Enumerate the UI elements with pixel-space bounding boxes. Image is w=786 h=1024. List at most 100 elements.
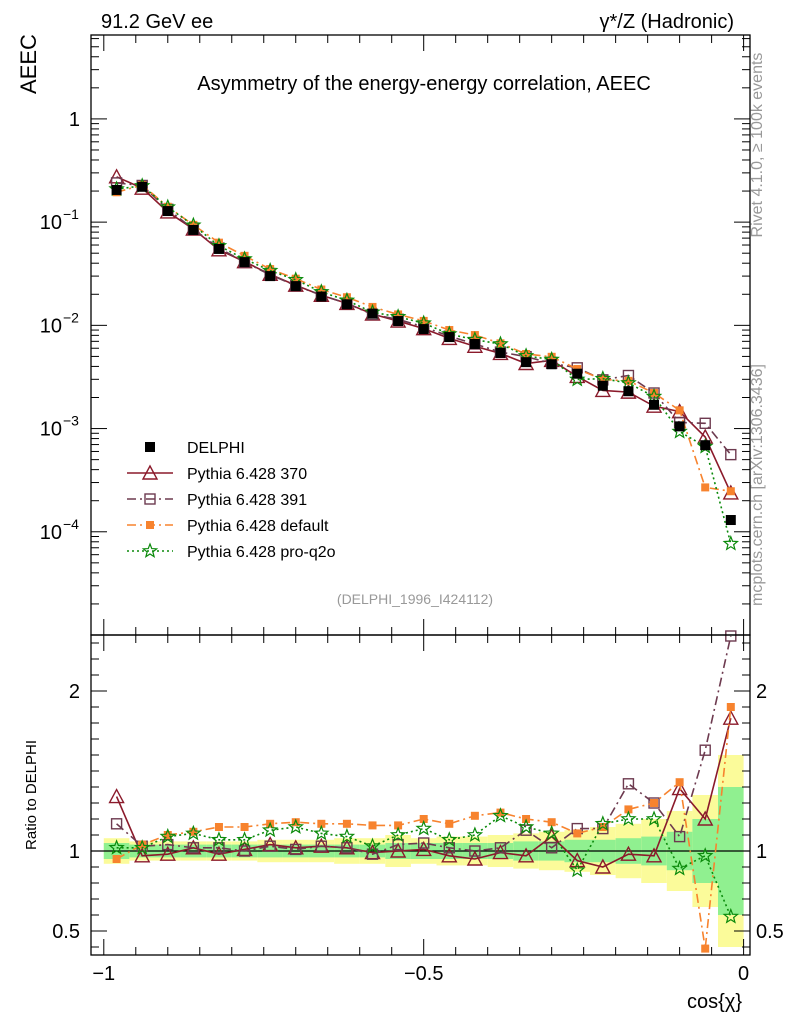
ratio-series-point: [545, 842, 558, 854]
ratio-series-point: [650, 799, 659, 807]
ratio-series-point: [389, 826, 407, 843]
main-series-point: [291, 274, 300, 283]
ratio-series-point: [159, 827, 177, 844]
x-axis-label: cos{χ}: [687, 991, 742, 1013]
ratio-series-point: [338, 827, 356, 844]
delphi-data-point: [725, 515, 736, 526]
main-series-line: [116, 185, 732, 544]
ratio-series-point: [620, 810, 637, 827]
ratio-series-point: [317, 819, 326, 828]
ratio-series-point: [210, 831, 228, 847]
main-series-point: [522, 349, 531, 358]
legend-entry-label: Pythia 6.428 pro-q2o: [187, 544, 336, 561]
ratio-series-point: [569, 861, 586, 878]
main-series-point: [496, 339, 505, 348]
legend-entry-label: Pythia 6.428 default: [187, 518, 329, 535]
ratio-series-point: [445, 819, 454, 828]
ratio-series-point: [189, 827, 198, 836]
main-y-tick-exponent: −2: [63, 309, 79, 325]
ratio-series-point: [469, 845, 481, 857]
x-tick-label: −0.5: [404, 963, 443, 985]
main-series-point: [266, 265, 275, 274]
ratio-y-tick-label-right: 2: [756, 681, 767, 703]
ratio-series-point: [287, 818, 304, 835]
analysis-watermark: (DELPHI_1996_I424112): [337, 591, 493, 607]
ratio-series-point: [110, 818, 123, 830]
main-series-point: [650, 389, 659, 398]
main-series-point: [240, 251, 249, 260]
ratio-y-tick-label-right: 1: [756, 841, 767, 863]
ratio-series-point: [261, 821, 279, 838]
main-series-point: [675, 406, 684, 415]
legend-entry-label: Pythia 6.428 370: [187, 466, 307, 483]
main-y-tick-label: 10: [40, 315, 62, 337]
ratio-series-point: [496, 808, 505, 817]
ratio-series-point: [415, 819, 432, 836]
main-y-axis-label: AEEC: [16, 34, 41, 94]
main-series-point: [492, 335, 509, 352]
main-series-point: [701, 483, 710, 492]
main-series-point: [394, 310, 403, 319]
ratio-series-point: [492, 844, 509, 860]
ratio-series-point: [240, 823, 249, 831]
ratio-y-tick-label-right: 0.5: [756, 921, 784, 943]
ratio-series-point: [419, 815, 428, 823]
main-series-point: [725, 448, 737, 461]
delphi-data-point: [162, 206, 173, 217]
ratio-series-point: [648, 797, 660, 809]
legend-entry-label: Pythia 6.428 391: [187, 492, 307, 509]
delphi-data-point: [367, 308, 378, 319]
main-series-point: [419, 316, 428, 325]
ratio-series-point: [645, 847, 663, 863]
ratio-series-line: [116, 814, 732, 917]
ratio-series-point: [417, 837, 430, 849]
ratio-series-point: [725, 630, 737, 642]
ratio-series-point: [470, 811, 479, 820]
ratio-series-point: [214, 823, 223, 831]
ratio-series-point: [492, 807, 509, 823]
ratio-series-point: [210, 845, 228, 861]
ratio-series-point: [364, 837, 381, 854]
main-y-tick-exponent: −1: [63, 206, 79, 222]
legend-entry-label: DELPHI: [187, 440, 245, 457]
legend: DELPHI Pythia 6.428 370 Pythia 6.428 391 Py…: [127, 440, 336, 561]
main-y-tick-label: 10: [40, 419, 62, 441]
delphi-data-point: [111, 184, 122, 195]
delphi-data-point: [213, 243, 224, 254]
main-series-point: [624, 376, 633, 385]
ratio-series-point: [624, 805, 633, 814]
ratio-series-point: [133, 839, 151, 855]
main-y-tick-exponent: −4: [63, 516, 79, 532]
main-series-point: [671, 422, 688, 439]
ratio-series-point: [108, 839, 125, 855]
main-y-tick-label: 1: [69, 109, 80, 131]
main-y-tick-label: 10: [40, 522, 62, 544]
delphi-data-point: [341, 299, 352, 310]
delphi-data-point: [521, 357, 532, 368]
ratio-series-point: [238, 845, 251, 857]
main-series-point: [214, 238, 223, 247]
ratio-series-point: [547, 818, 556, 827]
ratio-series-point: [394, 821, 403, 830]
main-series-point: [620, 374, 637, 391]
ratio-series-point: [187, 842, 200, 854]
delphi-data-point: [239, 257, 250, 268]
process-label: γ*/Z (Hadronic): [600, 11, 734, 33]
ratio-series-point: [622, 778, 635, 790]
ratio-series-point: [341, 842, 353, 854]
ratio-series-point: [696, 847, 714, 863]
rivet-version-label: Rivet 4.1.0, ≥ 100k events: [749, 53, 766, 238]
ratio-series-point: [291, 818, 300, 827]
legend-marker: [141, 464, 159, 480]
main-series-point: [547, 352, 556, 361]
x-tick-label: −1: [92, 963, 115, 985]
ratio-series-point: [675, 778, 684, 787]
ratio-series-point: [466, 850, 484, 866]
ratio-series-point: [699, 744, 711, 756]
ratio-series-point: [441, 847, 458, 863]
legend-marker-delphi: [145, 442, 155, 452]
ratio-series-point: [722, 709, 739, 725]
ratio-series-point: [290, 843, 302, 856]
ratio-series-point: [697, 810, 714, 826]
